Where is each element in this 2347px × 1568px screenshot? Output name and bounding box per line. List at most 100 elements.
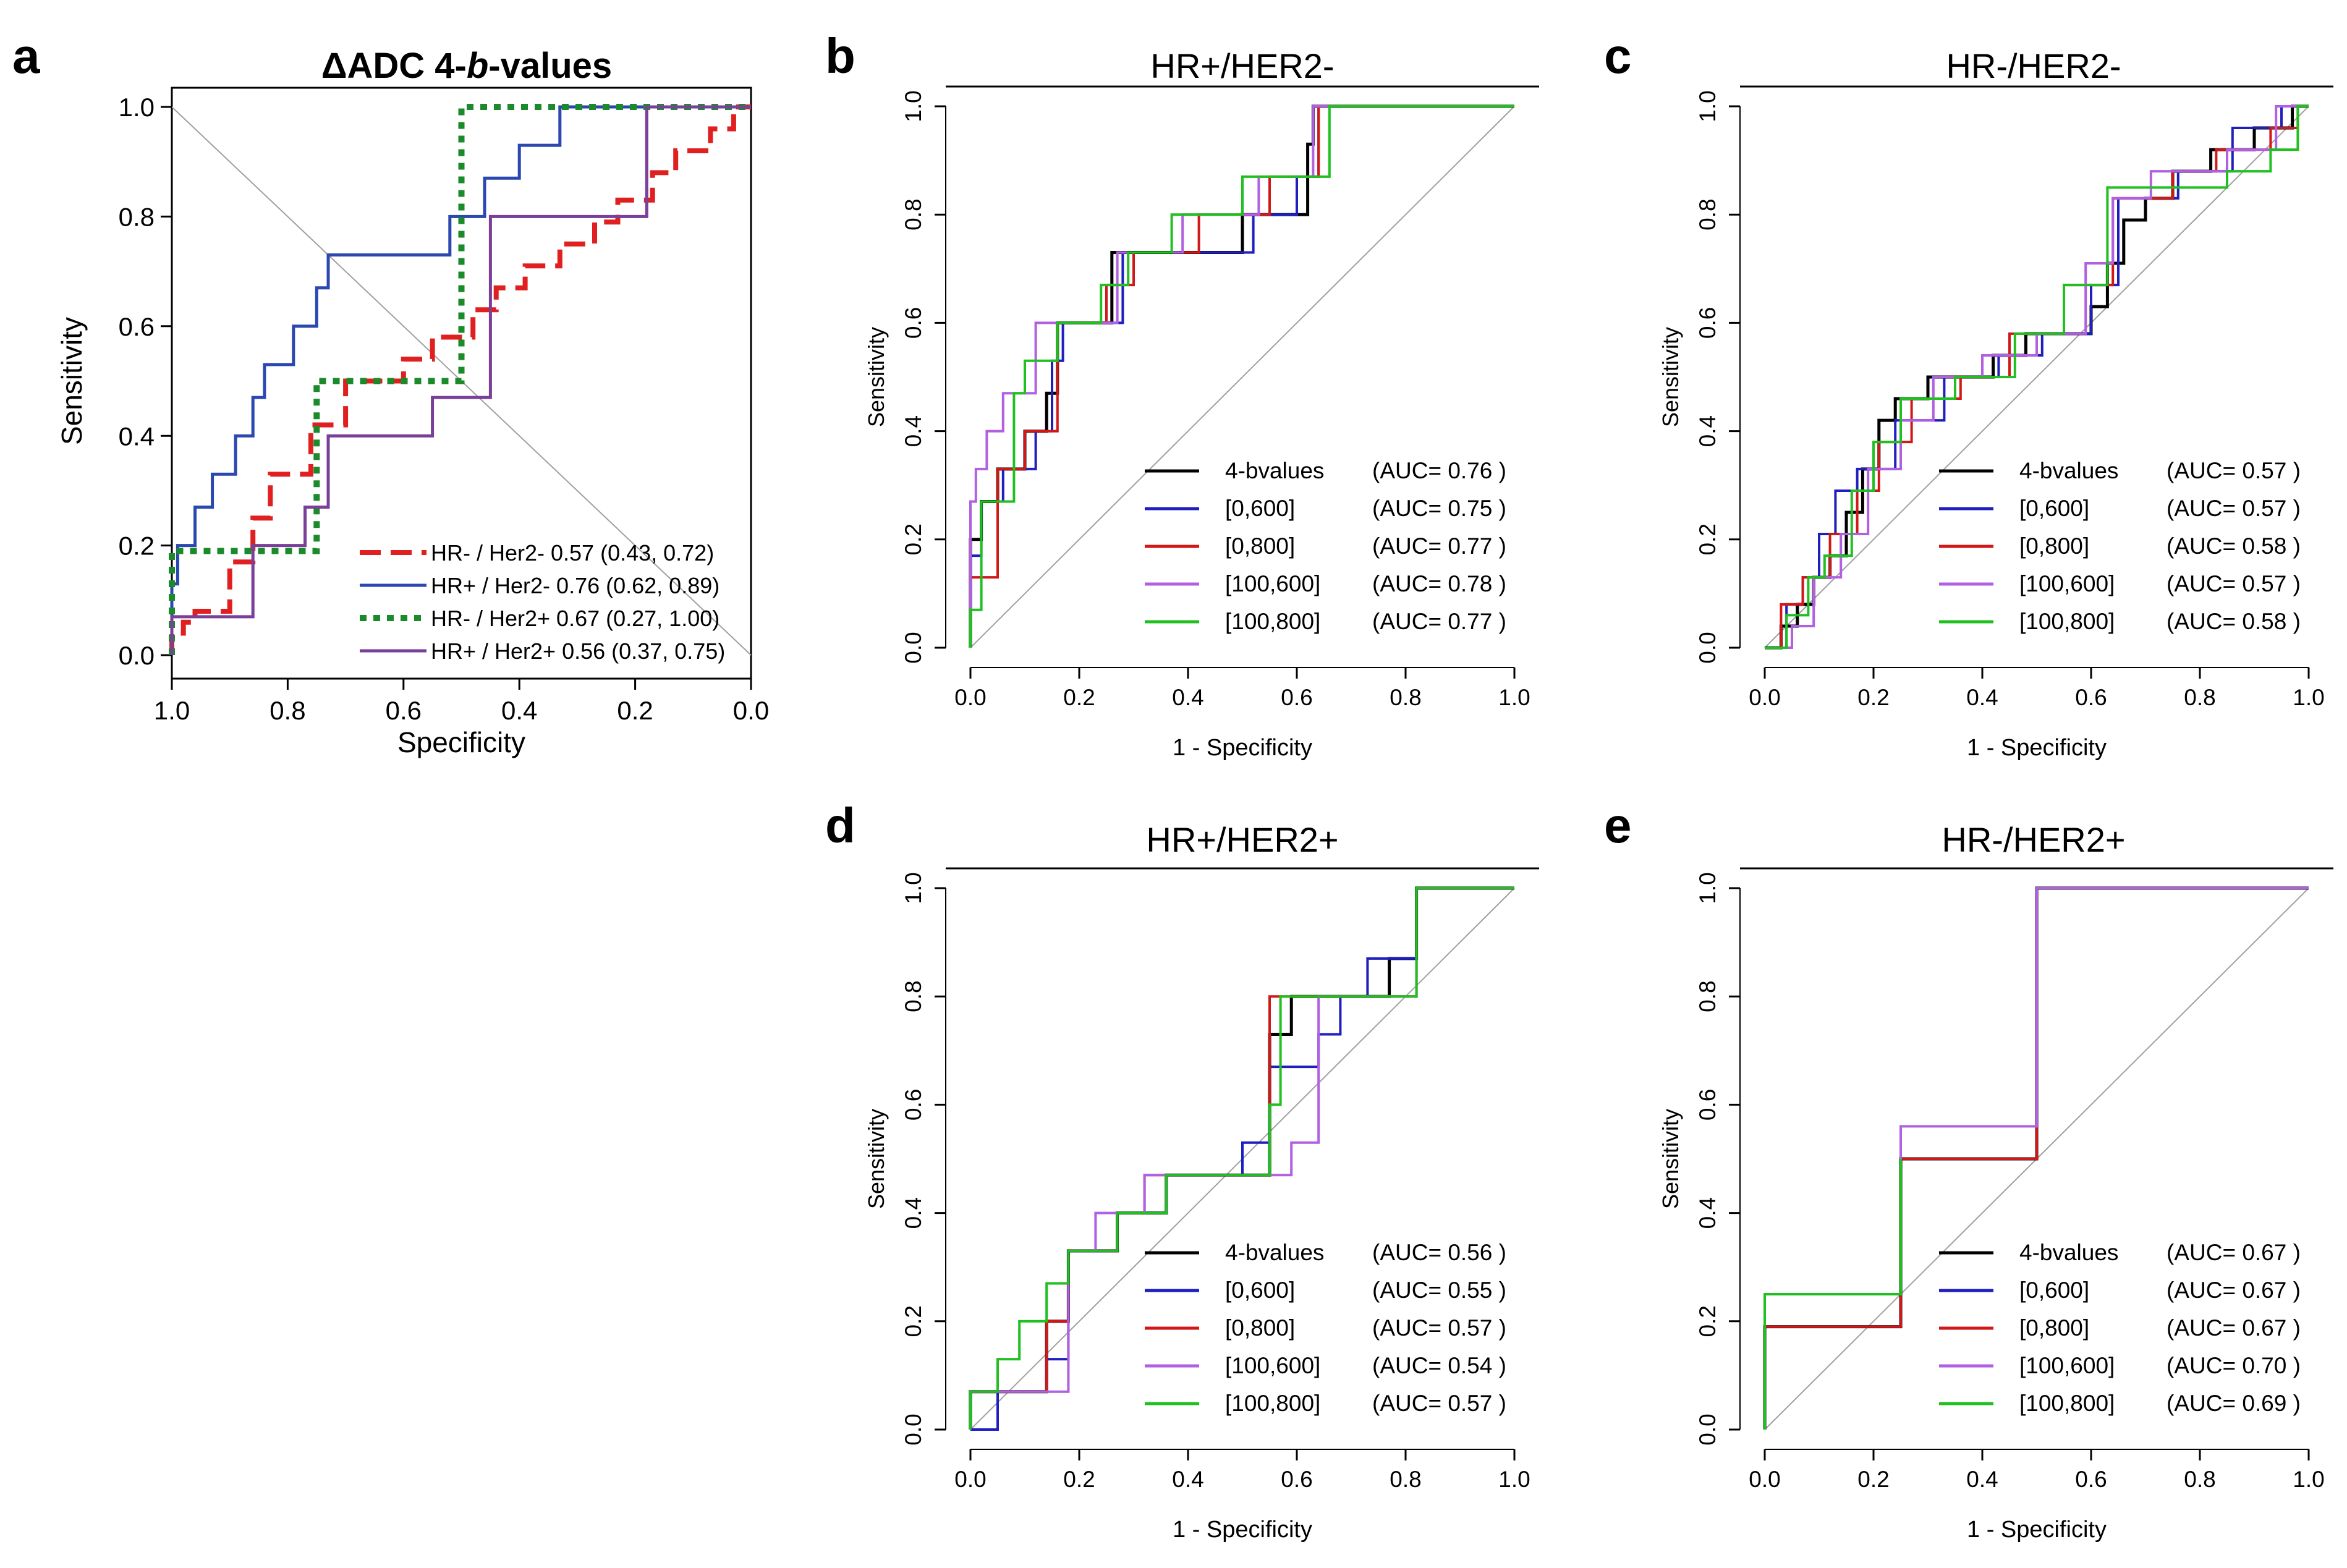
x-tick-label-e-4: 0.8 — [2184, 1467, 2215, 1492]
y-tick-label-c-5: 1.0 — [1695, 90, 1720, 122]
legend-name-e-3: [100,600] — [2019, 1353, 2115, 1378]
x-tick-label-d-3: 0.6 — [1281, 1467, 1312, 1492]
x-tick-label-c-2: 0.4 — [1966, 685, 1998, 710]
y-tick-label-c-2: 0.4 — [1695, 415, 1720, 447]
legend-auc-b-4: (AUC= 0.77 ) — [1372, 609, 1506, 634]
legend-auc-c-3: (AUC= 0.57 ) — [2167, 571, 2301, 596]
x-axis-label-b: 1 - Specificity — [1173, 735, 1312, 761]
panel-b-label: b — [825, 28, 855, 83]
panel-e-legend: 4-bvalues (AUC= 0.67 ) [0,600] (AUC= 0.67 )… — [1939, 1240, 2301, 1416]
x-tick-label-d-4: 0.8 — [1390, 1467, 1421, 1492]
x-tick-label-a-5: 0.0 — [733, 696, 769, 725]
x-tick-label-b-0: 0.0 — [954, 685, 986, 710]
legend-auc-e-4: (AUC= 0.69 ) — [2167, 1391, 2301, 1416]
x-tick-label-d-1: 0.2 — [1063, 1467, 1095, 1492]
y-axis-label-d: Sensitivity — [864, 1109, 889, 1209]
x-tick-label-e-5: 1.0 — [2293, 1467, 2324, 1492]
x-tick-label-d-5: 1.0 — [1498, 1467, 1530, 1492]
panel-a-label: a — [12, 28, 40, 83]
legend-name-d-2: [0,800] — [1225, 1315, 1295, 1341]
legend-auc-c-2: (AUC= 0.58 ) — [2167, 533, 2301, 559]
roc-curve-a-0 — [169, 104, 751, 655]
y-axis-label-e: Sensitivity — [1658, 1109, 1683, 1209]
legend-label-a-0: HR- / Her2- 0.57 (0.43, 0.72) — [431, 540, 714, 566]
legend-name-c-0: 4-bvalues — [2019, 458, 2118, 483]
panel-e-plot: 0.0 0.0 0.2 0.2 0.4 0.4 0.6 0.6 0.8 0.8 1.0 1.0 1 - … — [1658, 867, 2333, 1543]
panel-b-legend: 4-bvalues (AUC= 0.76 ) [0,600] (AUC= 0.75 )… — [1145, 458, 1506, 634]
roc-curve-a-1 — [170, 105, 751, 655]
roc-curve-c-3 — [1765, 105, 2309, 649]
legend-name-c-3: [100,600] — [2019, 571, 2115, 596]
y-tick-label-a-5: 1.0 — [119, 93, 155, 122]
panel-a-title: ΔADC 4-b-values — [321, 46, 612, 86]
y-tick-label-c-0: 0.0 — [1695, 632, 1720, 663]
y-tick-label-b-3: 0.6 — [901, 307, 926, 339]
legend-auc-d-0: (AUC= 0.56 ) — [1372, 1240, 1506, 1265]
x-tick-label-c-4: 0.8 — [2184, 685, 2215, 710]
panel-d-legend: 4-bvalues (AUC= 0.56 ) [0,600] (AUC= 0.55 )… — [1145, 1240, 1506, 1416]
roc-curve-e-4 — [1763, 1159, 1902, 1430]
legend-auc-c-4: (AUC= 0.58 ) — [2167, 609, 2301, 634]
legend-name-d-3: [100,600] — [1225, 1353, 1320, 1378]
y-tick-label-b-5: 1.0 — [901, 90, 926, 122]
x-tick-label-c-0: 0.0 — [1749, 685, 1780, 710]
y-tick-label-b-2: 0.4 — [901, 415, 926, 447]
x-tick-label-e-1: 0.2 — [1857, 1467, 1889, 1492]
legend-auc-e-1: (AUC= 0.67 ) — [2167, 1278, 2301, 1303]
legend-auc-e-0: (AUC= 0.67 ) — [2167, 1240, 2301, 1265]
legend-auc-c-1: (AUC= 0.57 ) — [2167, 496, 2301, 521]
panel-a-title-part-3: -values — [488, 46, 612, 86]
roc-curve-c-4 — [1765, 105, 2309, 649]
y-tick-label-e-1: 0.2 — [1695, 1305, 1720, 1337]
y-tick-label-d-3: 0.6 — [901, 1089, 926, 1121]
x-tick-label-d-2: 0.4 — [1172, 1467, 1203, 1492]
x-axis-label-d: 1 - Specificity — [1173, 1517, 1312, 1543]
legend-name-e-0: 4-bvalues — [2019, 1240, 2118, 1265]
panel-b-plot: 0.0 0.0 0.2 0.2 0.4 0.4 0.6 0.6 0.8 0.8 1.0 1.0 1 - … — [864, 85, 1539, 761]
y-tick-label-d-5: 1.0 — [901, 872, 926, 904]
y-tick-label-d-0: 0.0 — [901, 1413, 926, 1445]
panel-a-title-part-1: ΔADC 4- — [321, 46, 467, 86]
legend-label-a-3: HR+ / Her2+ 0.56 (0.37, 0.75) — [431, 638, 725, 664]
x-tick-label-a-1: 0.8 — [270, 696, 305, 725]
y-tick-label-e-2: 0.4 — [1695, 1197, 1720, 1229]
legend-name-c-1: [0,600] — [2019, 496, 2089, 521]
panel-c-label: c — [1604, 28, 1632, 83]
x-axis-label-a: Specificity — [397, 726, 525, 758]
x-axis-label-e: 1 - Specificity — [1967, 1517, 2107, 1543]
legend-name-b-4: [100,800] — [1225, 609, 1320, 634]
y-tick-label-b-1: 0.2 — [901, 523, 926, 555]
legend-name-b-0: 4-bvalues — [1225, 458, 1324, 483]
legend-name-e-4: [100,800] — [2019, 1391, 2115, 1416]
panel-e-title: HR-/HER2+ — [1942, 820, 2125, 859]
panel-e-label: e — [1604, 798, 1632, 853]
y-tick-label-a-3: 0.6 — [119, 312, 155, 341]
y-tick-label-c-4: 0.8 — [1695, 198, 1720, 230]
panel-a-legend: HR- / Her2- 0.57 (0.43, 0.72) HR+ / Her2-… — [360, 540, 725, 664]
y-tick-label-e-3: 0.6 — [1695, 1089, 1720, 1121]
panel-b: b HR+/HER2- 0.00.00.20.20.40.40.60.60.80… — [825, 28, 1539, 761]
x-tick-label-d-0: 0.0 — [954, 1467, 986, 1492]
diagonal-reference-c — [1764, 106, 2309, 648]
x-tick-label-b-4: 0.8 — [1390, 685, 1421, 710]
panel-c-plot: 0.0 0.0 0.2 0.2 0.4 0.4 0.6 0.6 0.8 0.8 1.0 1.0 1 - … — [1658, 85, 2333, 761]
y-tick-label-a-2: 0.4 — [119, 422, 155, 451]
legend-auc-d-2: (AUC= 0.57 ) — [1372, 1315, 1506, 1341]
x-tick-label-b-2: 0.4 — [1172, 685, 1203, 710]
y-tick-label-a-0: 0.0 — [119, 641, 155, 670]
panel-a-title-part-2: b — [467, 46, 488, 86]
legend-auc-b-3: (AUC= 0.78 ) — [1372, 571, 1506, 596]
roc-curve-d-4 — [969, 887, 1514, 1430]
y-tick-label-c-1: 0.2 — [1695, 523, 1720, 555]
panel-d-plot: 0.0 0.0 0.2 0.2 0.4 0.4 0.6 0.6 0.8 0.8 1.0 1.0 1 - … — [864, 867, 1539, 1543]
y-tick-label-a-1: 0.2 — [119, 532, 155, 561]
x-tick-label-c-5: 1.0 — [2293, 685, 2324, 710]
panel-d: d HR+/HER2+ 0.00.00.20.20.40.40.60.60.80… — [825, 798, 1539, 1543]
legend-name-b-1: [0,600] — [1225, 496, 1295, 521]
y-tick-label-b-0: 0.0 — [901, 632, 926, 663]
panel-a-plot: 1.0 0.0 0.8 0.2 0.6 0.4 0.4 0.6 0.2 0.8 0.0 1.0 Spec… — [56, 87, 769, 758]
panel-a: a ΔADC 4-b-values 1.0 0.0 0.8 0.2 0.6 0.4 0.4 0… — [12, 28, 769, 758]
legend-auc-c-0: (AUC= 0.57 ) — [2167, 458, 2301, 483]
